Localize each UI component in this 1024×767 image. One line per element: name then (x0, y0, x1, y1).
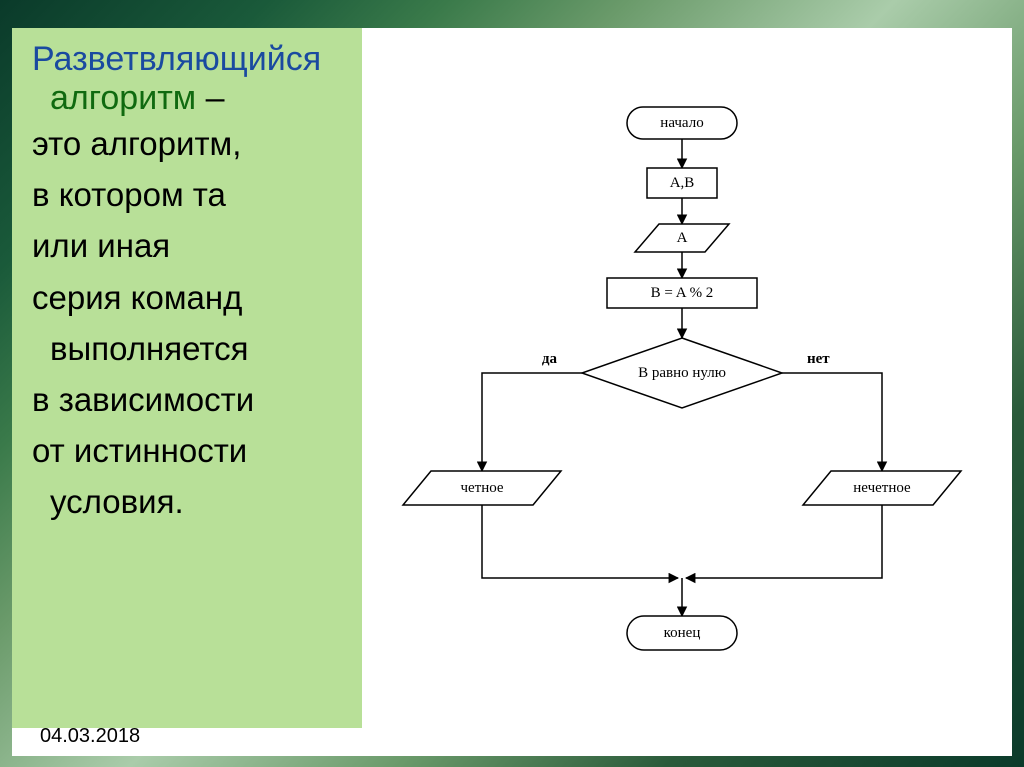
flowchart: да нет начало A,B A B = A % 2 B равно нулю четн… (362, 68, 1002, 708)
def-line-7: от истинности (32, 425, 330, 476)
title-dash: – (196, 79, 224, 117)
def-line-4: серия команд (32, 272, 330, 323)
node-input: A (635, 224, 729, 252)
node-label-odd: нечетное (853, 480, 911, 496)
def-line-1: это алгоритм, (32, 118, 330, 169)
edge-even-merge (482, 505, 678, 578)
node-even: четное (403, 471, 561, 505)
nodes: начало A,B A B = A % 2 B равно нулю четное неч… (403, 107, 961, 650)
node-label-end: конец (664, 625, 701, 641)
node-cond: B равно нулю (582, 338, 782, 408)
def-line-2: в котором та (32, 169, 330, 220)
edge-odd-merge (686, 505, 882, 578)
node-label-cond: B равно нулю (638, 365, 726, 381)
branch-label-no: нет (807, 351, 830, 367)
def-line-3: или иная (32, 220, 330, 271)
slide: Разветвляющийся алгоритм – это алгоритм,… (12, 28, 1012, 756)
node-label-even: четное (460, 480, 503, 496)
def-line-5: выполняется (32, 323, 330, 374)
title-term-word1: Разветвляющийся (32, 40, 321, 78)
node-end: конец (627, 616, 737, 650)
branch-label-yes: да (542, 351, 558, 367)
node-label-decl: A,B (670, 175, 695, 191)
edge-cond-even (482, 373, 582, 471)
def-line-6: в зависимости (32, 374, 330, 425)
slide-date: 04.03.2018 (40, 725, 140, 748)
title: Разветвляющийся алгоритм – (32, 40, 330, 118)
definition-text: Разветвляющийся алгоритм – это алгоритм,… (12, 28, 342, 718)
def-line-8: условия. (32, 476, 330, 527)
node-start: начало (627, 107, 737, 139)
node-assign: B = A % 2 (607, 278, 757, 308)
title-term-word2: алгоритм (32, 79, 196, 117)
flowchart-svg: да нет начало A,B A B = A % 2 B равно нулю четн… (362, 68, 1002, 708)
node-label-start: начало (660, 115, 703, 131)
node-label-assign: B = A % 2 (651, 285, 714, 301)
edge-cond-odd (782, 373, 882, 471)
node-odd: нечетное (803, 471, 961, 505)
node-decl: A,B (647, 168, 717, 198)
node-label-input: A (677, 230, 688, 246)
